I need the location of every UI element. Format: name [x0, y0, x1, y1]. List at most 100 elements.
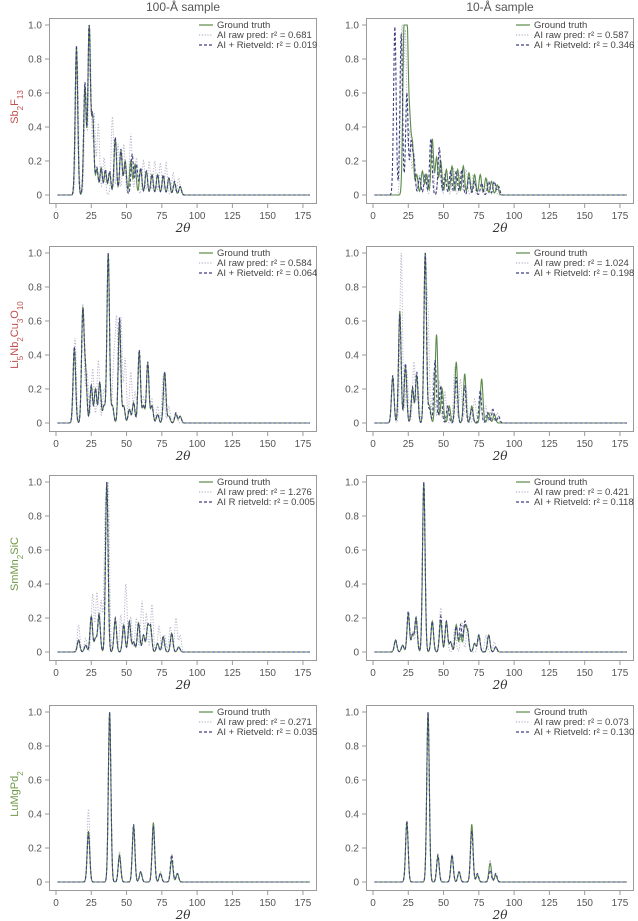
series-ai-rietveld: [57, 24, 310, 196]
y-tick-label: 0.6: [345, 317, 359, 328]
y-tick-label: 0.2: [345, 844, 359, 855]
x-axis-label: 2θ: [175, 908, 192, 921]
series-ai-rietveld: [57, 252, 310, 424]
y-tick-label: 0.8: [345, 283, 359, 294]
x-tick-label: 150: [576, 898, 593, 909]
x-tick-label: 0: [53, 211, 59, 222]
x-tick-label: 75: [156, 898, 168, 909]
y-tick-label: 0.8: [28, 283, 42, 294]
x-tick-label: 125: [224, 898, 241, 909]
x-axis-label: 2θ: [492, 449, 509, 463]
legend-entry: AI + Rietveld: r² = 0.019: [217, 40, 317, 51]
y-tick-label: 1.0: [28, 249, 42, 260]
x-tick-label: 100: [189, 439, 206, 450]
y-tick-label: 1.0: [345, 478, 359, 489]
x-tick-label: 175: [295, 668, 312, 679]
x-tick-label: 50: [121, 211, 133, 222]
legend-entry: AI raw pred: r² = 0.073: [534, 717, 629, 728]
x-tick-label: 125: [224, 439, 241, 450]
legend-entry: Ground truth: [217, 707, 270, 718]
x-tick-label: 125: [541, 211, 558, 222]
x-tick-label: 175: [295, 211, 312, 222]
x-axis-label: 2θ: [175, 221, 192, 235]
x-axis-label: 2θ: [175, 449, 192, 463]
legend-entry: Ground truth: [217, 248, 270, 259]
x-tick-label: 75: [156, 211, 168, 222]
x-tick-label: 125: [541, 668, 558, 679]
legend-entry: Ground truth: [217, 477, 270, 488]
x-axis-label: 2θ: [492, 678, 509, 692]
y-tick-label: 0: [36, 878, 42, 889]
series-ground-truth: [374, 24, 627, 196]
y-tick-label: 0.2: [28, 157, 42, 168]
y-tick-label: 0.2: [345, 157, 359, 168]
x-tick-label: 75: [156, 439, 168, 450]
x-tick-label: 100: [189, 211, 206, 222]
x-axis-label: 2θ: [492, 221, 509, 235]
series-ai-rietveld: [374, 26, 627, 196]
y-tick-label: 1.0: [28, 708, 42, 719]
x-tick-label: 75: [473, 668, 485, 679]
plot-frame: [49, 475, 317, 661]
legend-entry: AI + Rietveld: r² = 0.198: [534, 268, 634, 279]
x-tick-label: 150: [259, 898, 276, 909]
series-ai-raw-pred: [57, 715, 310, 883]
x-tick-label: 25: [403, 668, 415, 679]
y-tick-label: 0: [353, 419, 359, 430]
x-tick-label: 50: [121, 898, 133, 909]
legend-entry: AI raw pred: r² = 0.587: [534, 30, 629, 41]
y-tick-label: 1.0: [28, 478, 42, 489]
x-tick-label: 50: [121, 668, 133, 679]
x-tick-label: 50: [438, 439, 450, 450]
legend-entry: AI + Rietveld: r² = 0.064: [217, 268, 317, 279]
x-tick-label: 175: [612, 211, 629, 222]
x-tick-label: 25: [86, 439, 98, 450]
x-tick-label: 0: [370, 668, 376, 679]
legend-entry: AI R rietveld: r² = 0.005: [217, 497, 315, 508]
x-tick-label: 75: [473, 898, 485, 909]
x-tick-label: 75: [473, 439, 485, 450]
plot-frame: [49, 705, 317, 891]
x-tick-label: 0: [53, 668, 59, 679]
x-tick-label: 100: [189, 898, 206, 909]
y-tick-label: 0: [353, 191, 359, 202]
x-tick-label: 125: [541, 439, 558, 450]
y-tick-label: 1.0: [345, 21, 359, 32]
legend-entry: AI raw pred: r² = 0.584: [217, 258, 312, 269]
panel-r1-c1: 0 0.2 0.4 0.6 0.8 1.0 0 25 50 75 100 125 150 175 2θ Gro…: [345, 246, 634, 463]
y-tick-label: 0.2: [345, 385, 359, 396]
x-tick-label: 0: [53, 439, 59, 450]
y-axis-label: Sb2F13: [9, 90, 25, 124]
legend-entry: Ground truth: [534, 248, 587, 259]
plot-frame: [366, 246, 634, 432]
y-tick-label: 0.6: [28, 546, 42, 557]
column-title-100A: 100-Å sample: [145, 0, 221, 14]
y-tick-label: 0.4: [28, 810, 42, 821]
legend-entry: AI + Rietveld: r² = 0.130: [534, 727, 634, 738]
y-tick-label: 0.4: [28, 351, 42, 362]
y-tick-label: 1.0: [345, 249, 359, 260]
x-tick-label: 175: [295, 898, 312, 909]
legend-entry: AI + Rietveld: r² = 0.346: [534, 40, 634, 51]
y-tick-label: 0.2: [28, 385, 42, 396]
panel-r3-c0: 0 0.2 0.4 0.6 0.8 1.0 0 25 50 75 100 125 150 175 2θ LuM…: [9, 705, 317, 921]
x-tick-label: 100: [506, 668, 523, 679]
y-tick-label: 1.0: [28, 21, 42, 32]
plot-frame: [49, 246, 317, 432]
panel-r0-c0: 0 0.2 0.4 0.6 0.8 1.0 0 25 50 75 100 125 150 175 2θ Sb2…: [9, 18, 317, 235]
x-tick-label: 25: [86, 211, 98, 222]
y-tick-label: 0.2: [28, 844, 42, 855]
x-tick-label: 150: [259, 668, 276, 679]
x-tick-label: 25: [403, 211, 415, 222]
x-tick-label: 75: [156, 668, 168, 679]
legend-entry: Ground truth: [217, 20, 270, 31]
y-tick-label: 0.4: [345, 810, 359, 821]
y-tick-label: 0: [353, 648, 359, 659]
y-tick-label: 0.2: [345, 614, 359, 625]
plot-frame: [366, 18, 634, 204]
x-tick-label: 175: [612, 439, 629, 450]
